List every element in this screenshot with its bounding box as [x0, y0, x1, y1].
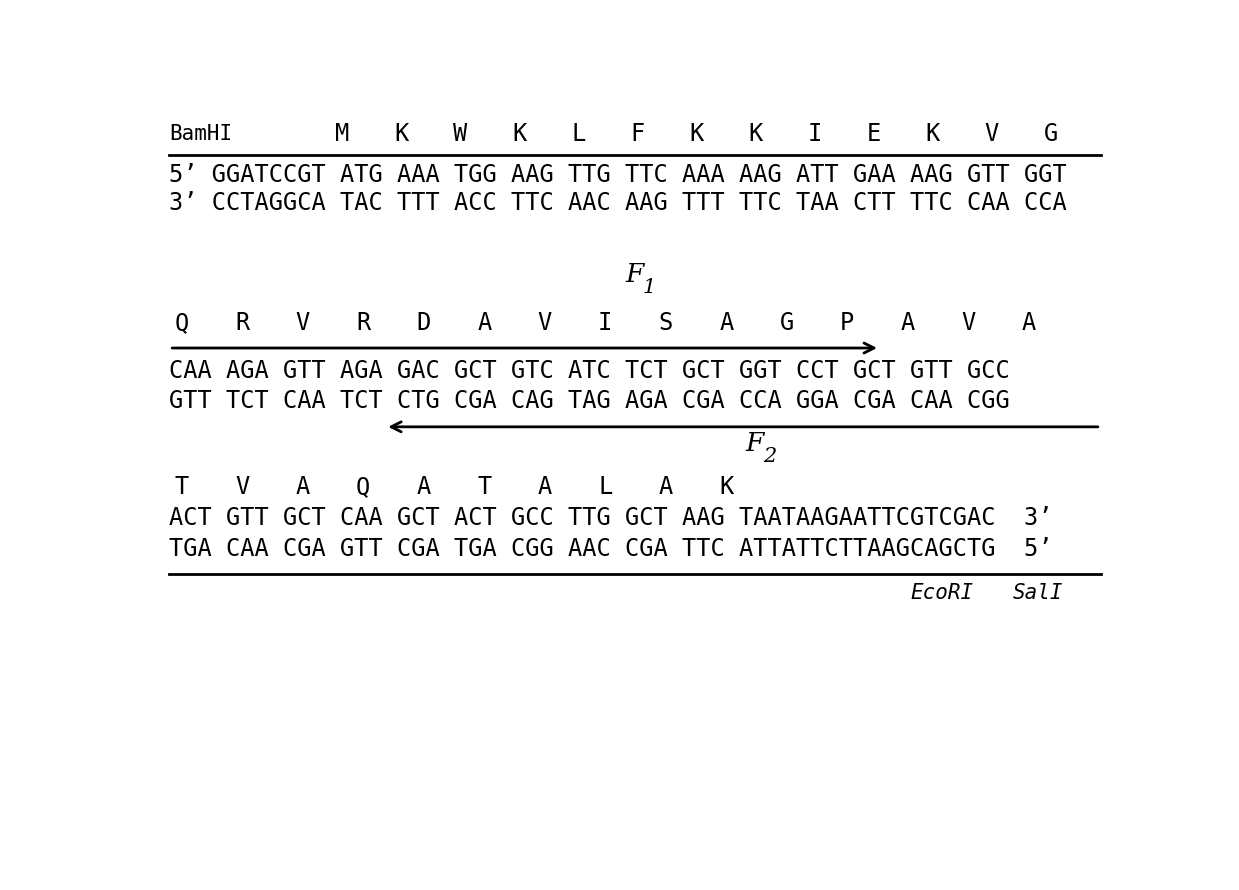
Text: ACT GTT GCT CAA GCT ACT GCC TTG GCT AAG TAATAAGAATTCGTCGAC  3’: ACT GTT GCT CAA GCT ACT GCC TTG GCT AAG …: [170, 506, 1053, 530]
Text: 1: 1: [643, 278, 655, 296]
Text: P: P: [840, 311, 855, 335]
Text: Q: Q: [175, 311, 188, 335]
Text: Q: Q: [356, 475, 370, 499]
Text: F: F: [631, 122, 644, 146]
Text: TGA CAA CGA GTT CGA TGA CGG AAC CGA TTC ATTATTCTTAAGCAGCTG  5’: TGA CAA CGA GTT CGA TGA CGG AAC CGA TTC …: [170, 537, 1053, 561]
Text: K: K: [689, 122, 704, 146]
Text: V: V: [296, 311, 310, 335]
Text: SalI: SalI: [1014, 583, 1063, 603]
Text: V: V: [538, 311, 551, 335]
Text: W: W: [453, 122, 467, 146]
Text: D: D: [416, 311, 431, 335]
Text: G: G: [779, 311, 794, 335]
Text: F: F: [626, 263, 644, 287]
Text: 3’ CCTAGGCA TAC TTT ACC TTC AAC AAG TTT TTC TAA CTT TTC CAA CCA: 3’ CCTAGGCA TAC TTT ACC TTC AAC AAG TTT …: [170, 190, 1067, 214]
Text: A: A: [296, 475, 310, 499]
Text: V: V: [985, 122, 999, 146]
Text: A: A: [659, 475, 673, 499]
Text: I: I: [808, 122, 821, 146]
Text: A: A: [416, 475, 431, 499]
Text: V: V: [235, 475, 249, 499]
Text: M: M: [335, 122, 349, 146]
Text: A: A: [1021, 311, 1036, 335]
Text: F: F: [746, 432, 764, 457]
Text: K: K: [719, 475, 733, 499]
Text: R: R: [356, 311, 370, 335]
Text: K: K: [926, 122, 940, 146]
Text: V: V: [961, 311, 975, 335]
Text: A: A: [901, 311, 914, 335]
Text: A: A: [538, 475, 551, 499]
Text: L: L: [571, 122, 586, 146]
Text: CAA AGA GTT AGA GAC GCT GTC ATC TCT GCT GGT CCT GCT GTT GCC: CAA AGA GTT AGA GAC GCT GTC ATC TCT GCT …: [170, 359, 1010, 383]
Text: G: G: [1043, 122, 1058, 146]
Text: T: T: [477, 475, 492, 499]
Text: GTT TCT CAA TCT CTG CGA CAG TAG AGA CGA CCA GGA CGA CAA CGG: GTT TCT CAA TCT CTG CGA CAG TAG AGA CGA …: [170, 390, 1010, 414]
Text: R: R: [235, 311, 249, 335]
Text: K: K: [512, 122, 527, 146]
Text: T: T: [175, 475, 188, 499]
Text: L: L: [598, 475, 612, 499]
Text: S: S: [659, 311, 673, 335]
Text: K: K: [394, 122, 409, 146]
Text: BamHI: BamHI: [170, 125, 233, 144]
Text: 5’ GGATCCGT ATG AAA TGG AAG TTG TTC AAA AAG ATT GAA AAG GTT GGT: 5’ GGATCCGT ATG AAA TGG AAG TTG TTC AAA …: [170, 164, 1067, 187]
Text: A: A: [719, 311, 733, 335]
Text: E: E: [866, 122, 881, 146]
Text: 2: 2: [763, 447, 776, 465]
Text: EcoRI: EcoRI: [911, 583, 974, 603]
Text: K: K: [748, 122, 763, 146]
Text: A: A: [477, 311, 492, 335]
Text: I: I: [598, 311, 612, 335]
